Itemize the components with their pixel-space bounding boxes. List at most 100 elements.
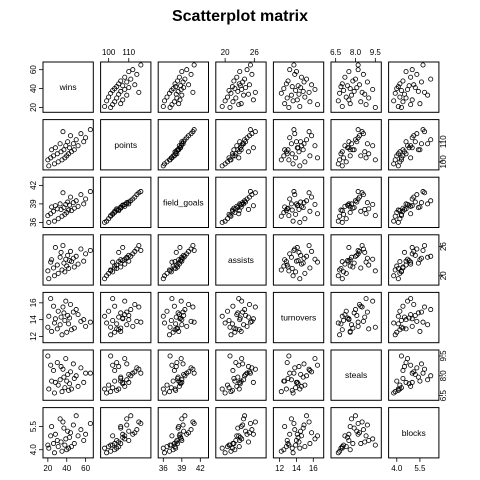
data-point bbox=[118, 257, 124, 263]
data-point bbox=[284, 95, 290, 101]
data-point bbox=[405, 356, 411, 362]
data-point bbox=[243, 371, 249, 377]
data-point bbox=[405, 87, 411, 93]
data-point bbox=[241, 92, 247, 98]
data-point bbox=[184, 67, 190, 73]
data-point bbox=[363, 211, 369, 217]
data-point bbox=[237, 434, 243, 440]
data-point bbox=[247, 370, 253, 376]
data-point bbox=[397, 259, 403, 265]
data-point bbox=[118, 378, 124, 384]
data-point bbox=[70, 309, 76, 315]
data-point bbox=[132, 302, 138, 308]
data-point bbox=[126, 437, 132, 443]
data-point bbox=[356, 430, 362, 436]
data-point bbox=[286, 213, 292, 219]
data-point bbox=[110, 362, 116, 368]
data-point bbox=[68, 386, 74, 392]
data-point bbox=[241, 322, 247, 328]
data-point bbox=[347, 263, 353, 269]
y-tick-label: 5.5 bbox=[29, 420, 38, 432]
data-point bbox=[227, 157, 233, 163]
data-point bbox=[118, 101, 124, 107]
data-point bbox=[347, 424, 353, 430]
data-point bbox=[293, 155, 299, 161]
data-point bbox=[307, 153, 313, 159]
data-point bbox=[63, 256, 69, 262]
data-point bbox=[67, 145, 73, 151]
data-point bbox=[170, 329, 176, 335]
data-point bbox=[391, 98, 397, 104]
panel-frame bbox=[388, 234, 440, 286]
data-point bbox=[75, 261, 81, 267]
data-point bbox=[122, 74, 128, 80]
data-point bbox=[168, 385, 174, 391]
data-point bbox=[45, 442, 51, 448]
data-point bbox=[108, 332, 114, 338]
data-point bbox=[174, 441, 180, 447]
data-point bbox=[307, 208, 313, 214]
data-point bbox=[55, 308, 61, 314]
data-point bbox=[409, 370, 415, 376]
data-point bbox=[395, 219, 401, 225]
data-point bbox=[160, 163, 166, 169]
data-point bbox=[411, 369, 417, 375]
data-point bbox=[46, 276, 52, 282]
data-point bbox=[392, 267, 398, 273]
data-point bbox=[338, 321, 344, 327]
data-point bbox=[249, 427, 255, 433]
data-point bbox=[73, 413, 79, 419]
data-point bbox=[306, 89, 312, 95]
data-point bbox=[408, 259, 414, 265]
data-point bbox=[312, 87, 318, 93]
data-point bbox=[64, 447, 70, 453]
y-tick-label: 60 bbox=[29, 65, 38, 74]
data-point bbox=[335, 218, 341, 224]
data-point bbox=[124, 79, 130, 85]
data-point bbox=[62, 317, 68, 323]
data-point bbox=[349, 322, 355, 328]
panel-frame bbox=[272, 234, 325, 286]
data-point bbox=[414, 365, 420, 371]
data-point bbox=[83, 196, 89, 202]
data-point bbox=[237, 69, 243, 75]
data-point bbox=[290, 98, 296, 104]
y-tick-label: 40 bbox=[29, 84, 38, 93]
data-point bbox=[87, 189, 93, 195]
data-point bbox=[414, 71, 420, 77]
data-point bbox=[398, 324, 404, 330]
data-point bbox=[120, 431, 126, 437]
data-point bbox=[297, 445, 303, 451]
data-point bbox=[222, 390, 228, 396]
data-point bbox=[48, 433, 54, 439]
data-point bbox=[78, 365, 84, 371]
data-point bbox=[110, 433, 116, 439]
data-point bbox=[243, 85, 249, 91]
data-point bbox=[63, 356, 69, 362]
x-tick-label: 5.5 bbox=[414, 464, 426, 473]
data-point bbox=[293, 385, 299, 391]
data-point bbox=[392, 332, 398, 338]
data-point bbox=[122, 356, 128, 362]
data-point bbox=[83, 431, 89, 437]
data-point bbox=[219, 445, 225, 451]
data-point bbox=[138, 189, 144, 195]
panel-frame bbox=[330, 291, 382, 344]
panel-frame bbox=[42, 61, 94, 113]
data-point bbox=[403, 262, 409, 268]
data-point bbox=[57, 416, 63, 422]
data-point bbox=[337, 448, 343, 454]
data-point bbox=[349, 416, 355, 422]
data-point bbox=[284, 360, 290, 366]
data-point bbox=[46, 386, 52, 392]
data-point bbox=[338, 265, 344, 271]
data-point bbox=[360, 71, 366, 77]
data-point bbox=[51, 265, 57, 271]
data-point bbox=[289, 445, 295, 451]
data-point bbox=[66, 387, 72, 393]
panel-frame bbox=[388, 407, 440, 459]
data-point bbox=[397, 81, 403, 87]
data-point bbox=[425, 254, 431, 260]
data-point bbox=[338, 151, 344, 157]
data-point bbox=[219, 219, 225, 225]
